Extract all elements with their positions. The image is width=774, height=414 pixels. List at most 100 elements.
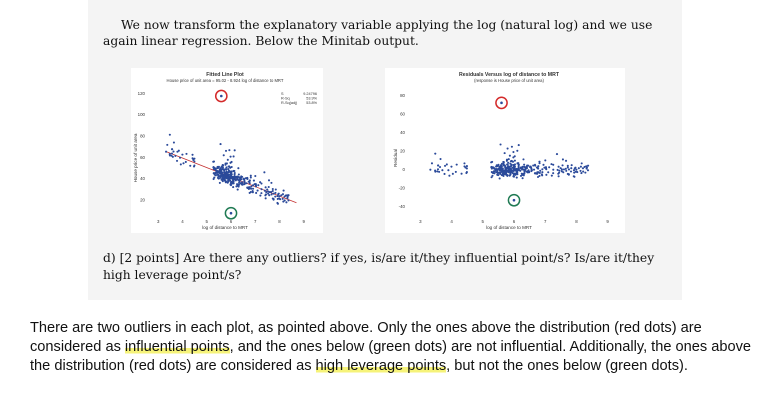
intro-text: We now transform the explanatory variabl… bbox=[103, 18, 653, 48]
residual-point bbox=[570, 164, 573, 167]
data-point bbox=[221, 178, 224, 181]
residual-point bbox=[552, 163, 555, 166]
plot1-ytick: 80 bbox=[140, 134, 145, 139]
data-point bbox=[236, 178, 239, 181]
residual-point bbox=[580, 162, 583, 165]
data-point bbox=[254, 174, 257, 178]
stat-label: R-Sq(adj) bbox=[281, 101, 298, 105]
data-point bbox=[282, 200, 285, 203]
data-point bbox=[239, 182, 242, 185]
residual-point bbox=[490, 171, 494, 174]
data-point bbox=[172, 141, 175, 144]
residual-point bbox=[502, 164, 505, 167]
data-point bbox=[278, 195, 281, 198]
residual-point bbox=[532, 168, 536, 171]
residual-point bbox=[558, 169, 561, 172]
highlight-high-leverage-points: high leverage points bbox=[315, 358, 447, 374]
residual-point bbox=[448, 174, 451, 177]
data-point bbox=[267, 192, 270, 195]
data-point bbox=[222, 174, 226, 177]
data-point bbox=[274, 191, 277, 194]
residual-point bbox=[500, 169, 503, 172]
residual-point bbox=[515, 169, 518, 172]
plot1-xlabel: log of distance to MRT bbox=[202, 225, 248, 230]
data-point bbox=[246, 186, 249, 189]
data-point bbox=[219, 166, 222, 170]
residual-point bbox=[535, 166, 538, 169]
residual-point bbox=[465, 165, 468, 168]
residual-point bbox=[491, 160, 494, 163]
residual-point bbox=[439, 157, 442, 161]
residual-point bbox=[455, 163, 458, 166]
data-point bbox=[171, 155, 174, 158]
data-point bbox=[267, 190, 270, 193]
plot1-xtick: 4 bbox=[181, 219, 184, 224]
residual-point bbox=[564, 167, 567, 170]
data-point bbox=[241, 183, 244, 186]
data-point bbox=[281, 197, 284, 200]
residual-point bbox=[545, 168, 548, 171]
data-point bbox=[170, 148, 174, 151]
plot1-stats-box: S 9.24796 R-Sq 53.9% R-Sq(adj) 53.8% bbox=[281, 92, 318, 105]
residual-point bbox=[496, 168, 499, 171]
residual-point bbox=[437, 164, 440, 167]
plot2-title: Residuals Versus log of distance to MRT bbox=[459, 72, 560, 78]
data-point bbox=[231, 177, 234, 181]
data-point bbox=[252, 179, 255, 182]
data-point bbox=[276, 195, 279, 198]
residual-point bbox=[538, 174, 541, 177]
residual-point bbox=[436, 168, 440, 171]
plot1-xtick: 5 bbox=[206, 219, 209, 224]
residual-point bbox=[517, 144, 520, 147]
residual-point bbox=[492, 170, 495, 173]
residual-point bbox=[561, 158, 564, 161]
data-point bbox=[226, 158, 229, 161]
residual-point bbox=[579, 169, 582, 172]
residual-point bbox=[552, 172, 555, 175]
residual-point bbox=[580, 172, 583, 175]
data-point bbox=[217, 174, 220, 178]
plot1-ticks: 3 4 5 6 7 8 9 20 40 60 80 100 120 bbox=[138, 91, 306, 224]
data-point bbox=[233, 149, 236, 152]
residual-point bbox=[521, 165, 524, 168]
residual-point bbox=[557, 175, 560, 178]
residual-point bbox=[438, 165, 442, 169]
plot1-subtitle: House price of unit area = 95.02 - 8.924… bbox=[167, 78, 284, 83]
residual-point bbox=[532, 164, 535, 167]
plot2-xtick: 9 bbox=[606, 219, 609, 224]
residual-point bbox=[463, 162, 466, 165]
data-point bbox=[179, 163, 182, 166]
residual-point bbox=[567, 173, 570, 176]
intro-paragraph: We now transform the explanatory variabl… bbox=[103, 17, 671, 49]
residual-point bbox=[463, 165, 466, 168]
residual-point bbox=[542, 163, 545, 166]
data-point bbox=[259, 194, 262, 197]
data-point bbox=[227, 175, 230, 178]
residual-point bbox=[438, 170, 441, 173]
residual-point bbox=[503, 169, 507, 173]
data-point bbox=[189, 164, 192, 167]
residual-point bbox=[522, 172, 525, 176]
residual-point bbox=[519, 174, 523, 177]
residual-point bbox=[570, 167, 573, 170]
data-point bbox=[228, 149, 231, 152]
residual-point bbox=[465, 171, 468, 175]
residual-point bbox=[541, 174, 544, 177]
plot2-subtitle: (response is House price of unit area) bbox=[474, 78, 544, 83]
residual-point bbox=[537, 165, 540, 168]
data-point bbox=[182, 162, 185, 165]
data-point bbox=[282, 189, 285, 192]
data-point bbox=[251, 184, 255, 187]
fitted-line-plot-svg: Fitted Line Plot House price of unit are… bbox=[133, 72, 318, 230]
plot2-ticks: 3 4 5 6 7 8 9 -40 -20 0 20 40 60 80 bbox=[399, 93, 610, 224]
data-point bbox=[168, 133, 171, 136]
data-point bbox=[232, 180, 235, 183]
residuals-plot-svg: Residuals Versus log of distance to MRT … bbox=[393, 72, 610, 230]
residual-point bbox=[541, 171, 544, 174]
data-point bbox=[260, 188, 263, 191]
plot1-title: Fitted Line Plot bbox=[206, 72, 244, 78]
residual-point bbox=[577, 167, 580, 170]
residual-point bbox=[545, 173, 548, 176]
plot1-xtick: 3 bbox=[157, 219, 160, 224]
residual-point bbox=[493, 167, 496, 170]
